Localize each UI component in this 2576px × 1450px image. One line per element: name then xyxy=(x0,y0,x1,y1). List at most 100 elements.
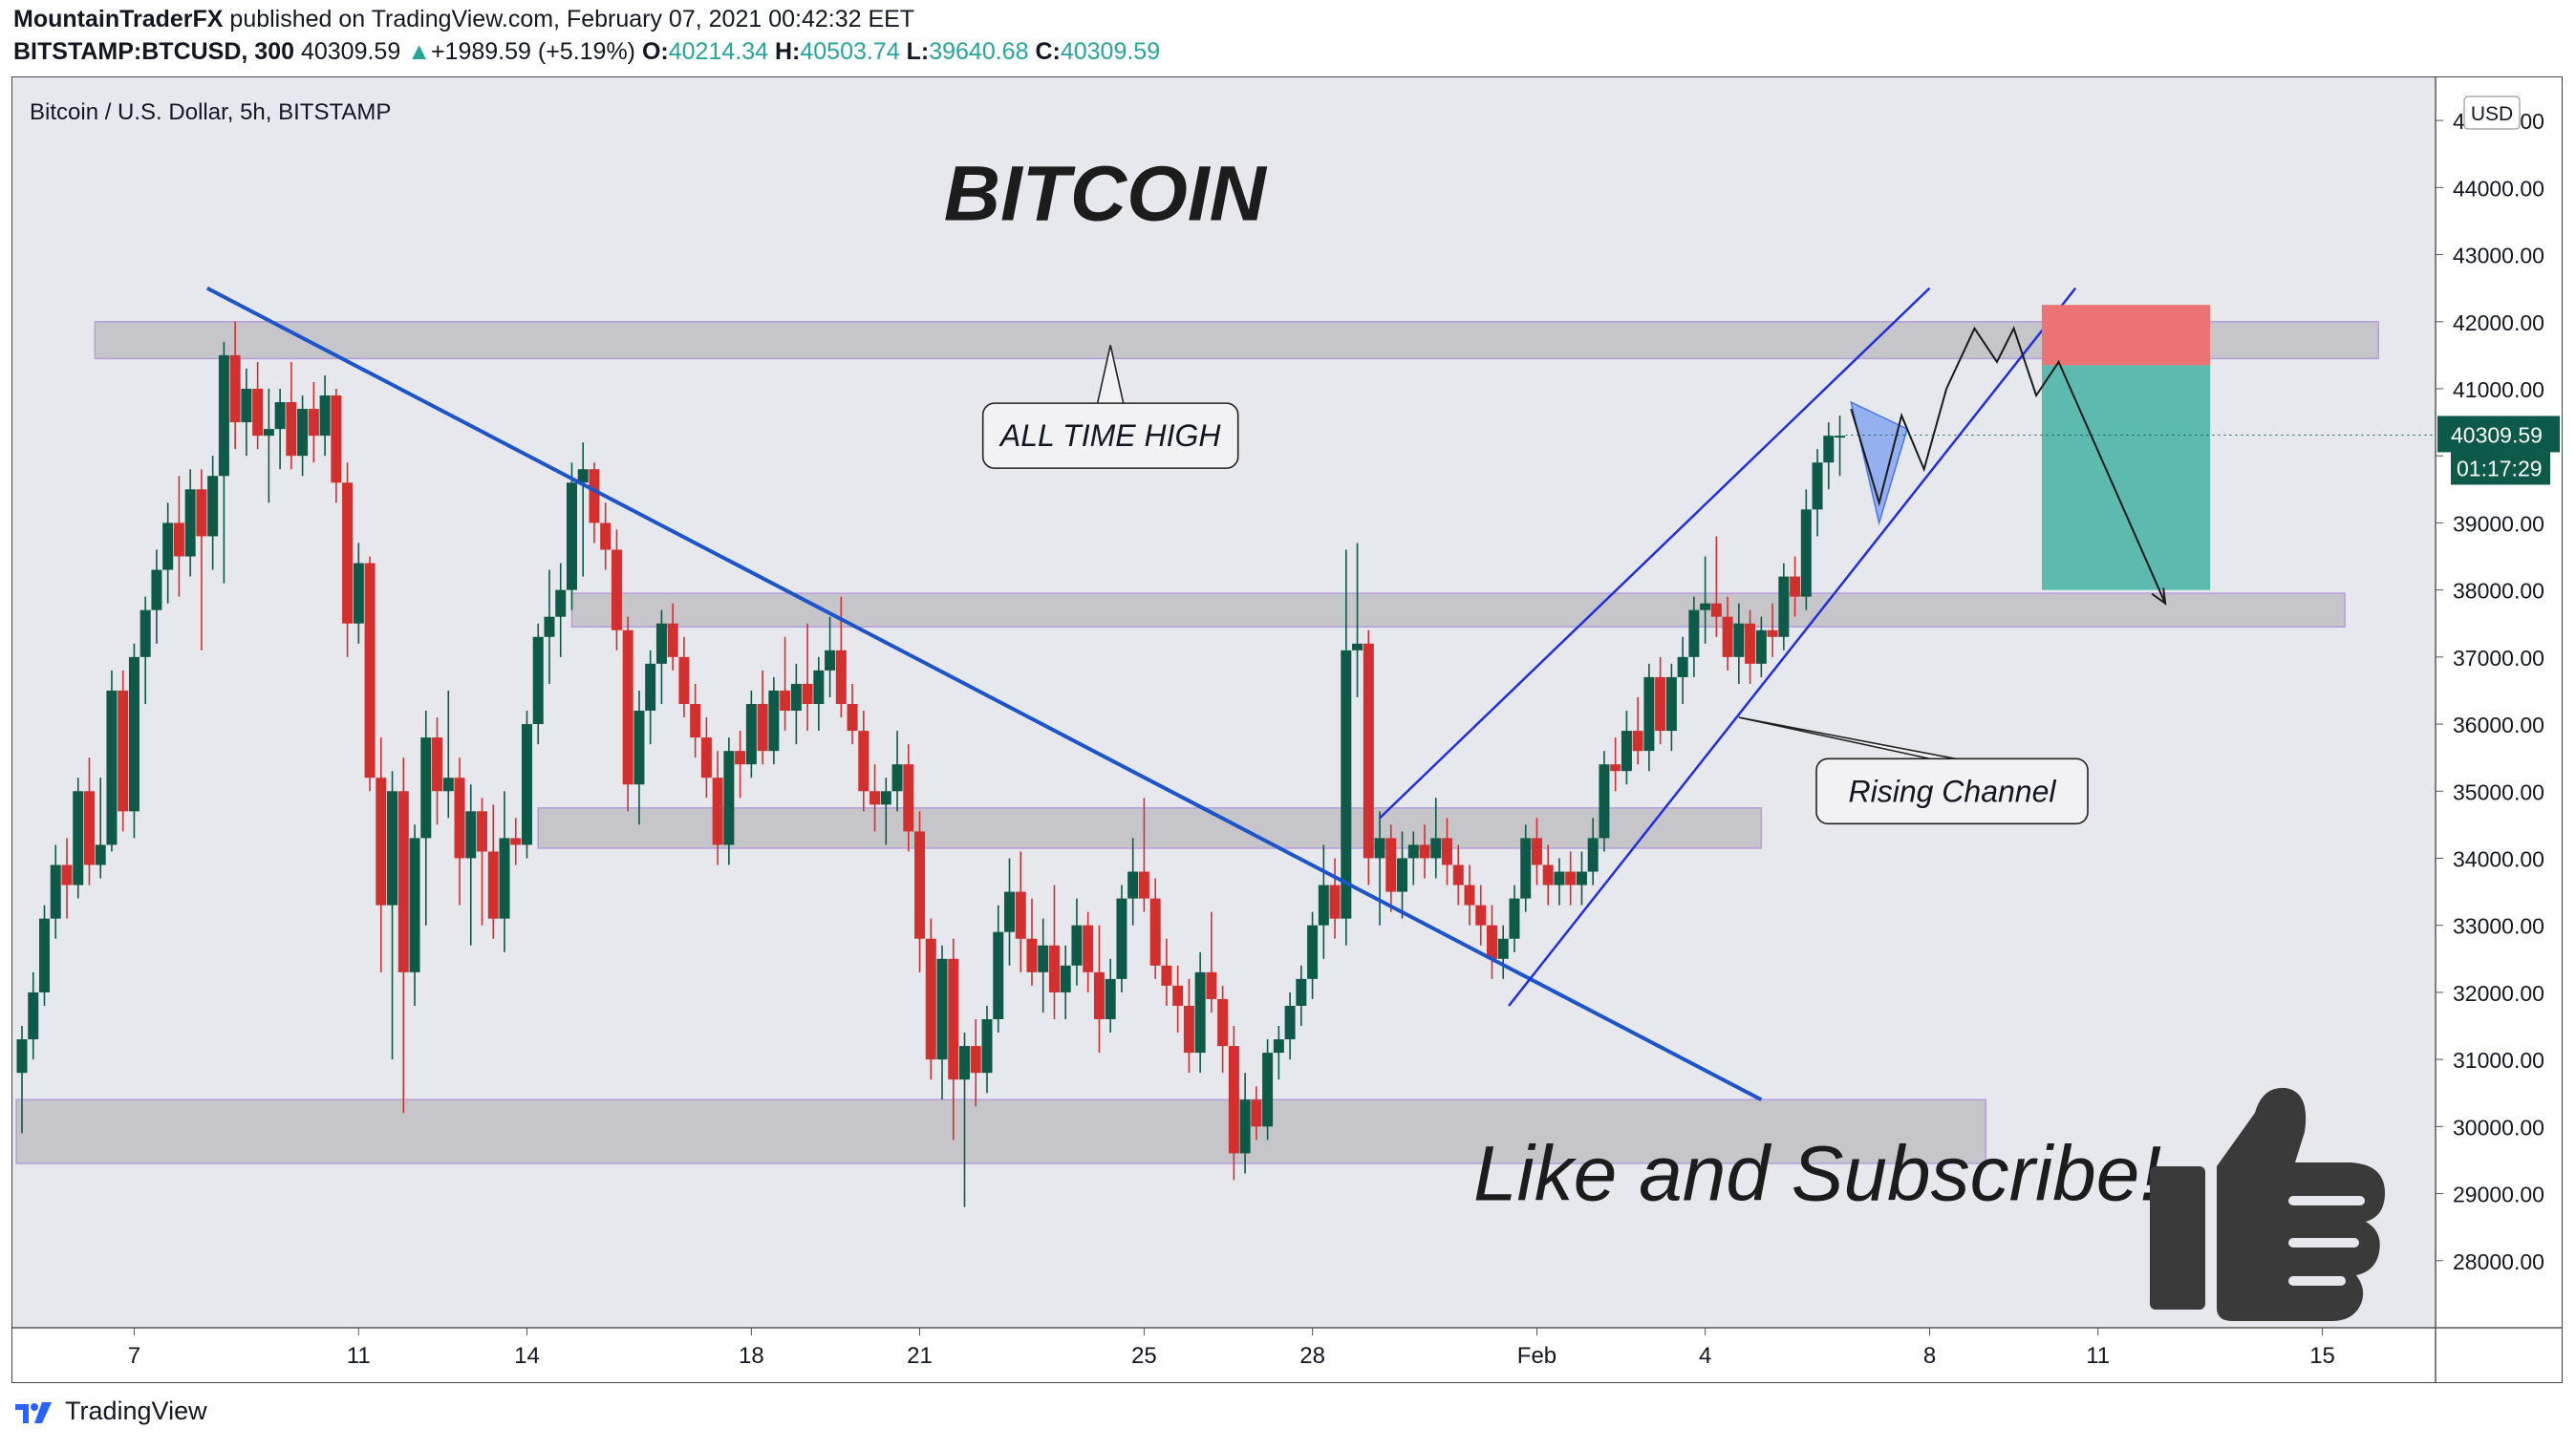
countdown-tag xyxy=(2451,452,2550,485)
candle-body xyxy=(1442,838,1453,865)
projection-path[interactable] xyxy=(1850,326,2167,605)
candle-body xyxy=(1621,731,1632,772)
time-axis-background[interactable] xyxy=(12,1328,2435,1382)
candle-body xyxy=(925,938,936,1060)
chart-legend-title: Bitcoin / U.S. Dollar, 5h, BITSTAMP xyxy=(30,99,391,125)
candle-body xyxy=(207,476,219,537)
y-tick-label: 29000.00 xyxy=(2453,1183,2544,1207)
tradingview-logo[interactable]: TradingView xyxy=(13,1397,207,1426)
candle-body xyxy=(914,831,926,939)
last-price-tag[interactable] xyxy=(2437,416,2560,453)
tradingview-logo-icon xyxy=(15,1401,52,1423)
candle-body xyxy=(241,388,252,423)
candle-body xyxy=(1610,764,1621,772)
candle-body xyxy=(981,1019,993,1074)
price-axis-background[interactable] xyxy=(2436,77,2562,1328)
descending-trendline[interactable] xyxy=(205,286,1763,1102)
channel-line-lower[interactable] xyxy=(1508,287,2077,1007)
currency-badge[interactable] xyxy=(2463,96,2521,130)
candle-body xyxy=(1464,885,1475,906)
x-tick-label: 28 xyxy=(1299,1343,1325,1369)
close-value: 40309.59 xyxy=(1060,38,1161,65)
candle-body xyxy=(83,791,95,865)
candle-body xyxy=(745,703,757,765)
candle-body xyxy=(376,778,387,906)
candle-body xyxy=(700,737,712,778)
publisher-name[interactable]: MountainTraderFX xyxy=(13,6,224,32)
candle-body xyxy=(1643,676,1655,752)
change-value: +1989.59 (+5.19%) xyxy=(430,38,636,65)
callout-text: ALL TIME HIGH xyxy=(998,418,1221,453)
candle-body xyxy=(38,918,50,992)
candle-body xyxy=(622,629,633,785)
candle-body xyxy=(118,690,129,812)
callout-box[interactable] xyxy=(981,402,1239,469)
candle-body xyxy=(948,958,959,1080)
y-tick-label: 36000.00 xyxy=(2453,713,2544,737)
candle-body xyxy=(409,838,420,972)
candle-body xyxy=(499,838,510,919)
candle-body xyxy=(1486,925,1497,959)
candle-body xyxy=(151,569,162,610)
candle-body xyxy=(1116,898,1127,979)
candle-body xyxy=(387,791,398,906)
candle-body xyxy=(1026,938,1038,972)
callout-box[interactable] xyxy=(1815,757,2089,825)
candle-body xyxy=(308,409,319,437)
candle-body xyxy=(1105,978,1116,1020)
candle-body xyxy=(1385,838,1397,892)
y-tick-label: 30000.00 xyxy=(2453,1115,2544,1140)
candle-body xyxy=(645,663,656,712)
candle-body xyxy=(847,703,858,732)
pennant-shape[interactable] xyxy=(1850,400,1908,526)
candle-body xyxy=(319,394,331,437)
candle-body xyxy=(397,791,409,972)
sr-zone xyxy=(537,807,1763,849)
candle-body xyxy=(1318,885,1329,926)
x-tick-label: 4 xyxy=(1699,1343,1711,1369)
candle-body xyxy=(1733,623,1745,657)
callout-text: Rising Channel xyxy=(1848,774,2056,808)
candle-body xyxy=(1374,838,1385,859)
candle-body xyxy=(667,623,678,657)
candle-body xyxy=(835,650,847,704)
symbol-info: BITSTAMP:BTCUSD, 300 40309.59 ▲+1989.59 … xyxy=(13,38,1160,66)
x-tick-label: 21 xyxy=(907,1343,933,1369)
candle-body xyxy=(869,791,881,805)
candle-body xyxy=(1419,844,1430,859)
candle-body xyxy=(1071,925,1083,966)
candle-body xyxy=(566,482,577,590)
candle-body xyxy=(263,429,274,437)
channel-line-upper[interactable] xyxy=(1379,287,1931,820)
candle-body xyxy=(1003,891,1015,932)
take-profit-zone[interactable] xyxy=(2041,365,2211,590)
y-tick-label: 32000.00 xyxy=(2453,981,2544,1006)
stop-loss-zone[interactable] xyxy=(2041,305,2211,366)
candle-body xyxy=(1251,1099,1262,1127)
sr-zone xyxy=(570,592,2346,628)
candle-body xyxy=(723,751,735,845)
candle-body xyxy=(1206,971,1217,999)
candle-body xyxy=(1307,925,1319,979)
low-label: L: xyxy=(906,38,930,65)
x-tick-label: 11 xyxy=(347,1343,371,1369)
candle-body xyxy=(802,683,813,704)
candle-body xyxy=(477,811,488,852)
countdown-tag-text: 01:17:29 xyxy=(2457,456,2543,480)
candle-body xyxy=(521,724,532,845)
last-price-tag-text: 40309.59 xyxy=(2451,422,2543,447)
candle-body xyxy=(353,563,364,624)
projection-arrowhead xyxy=(2151,587,2167,606)
candle-body xyxy=(611,549,622,630)
candle-body xyxy=(712,778,723,845)
candle-body xyxy=(1138,871,1149,899)
high-value: 40503.74 xyxy=(800,38,900,65)
y-tick-label: 31000.00 xyxy=(2453,1048,2544,1073)
candle-body xyxy=(1599,764,1610,839)
candle-body xyxy=(1632,731,1643,752)
chart-frame[interactable] xyxy=(11,76,2563,1383)
candle-body xyxy=(1341,650,1352,919)
candle-body xyxy=(229,354,241,423)
candle-body xyxy=(184,489,196,557)
